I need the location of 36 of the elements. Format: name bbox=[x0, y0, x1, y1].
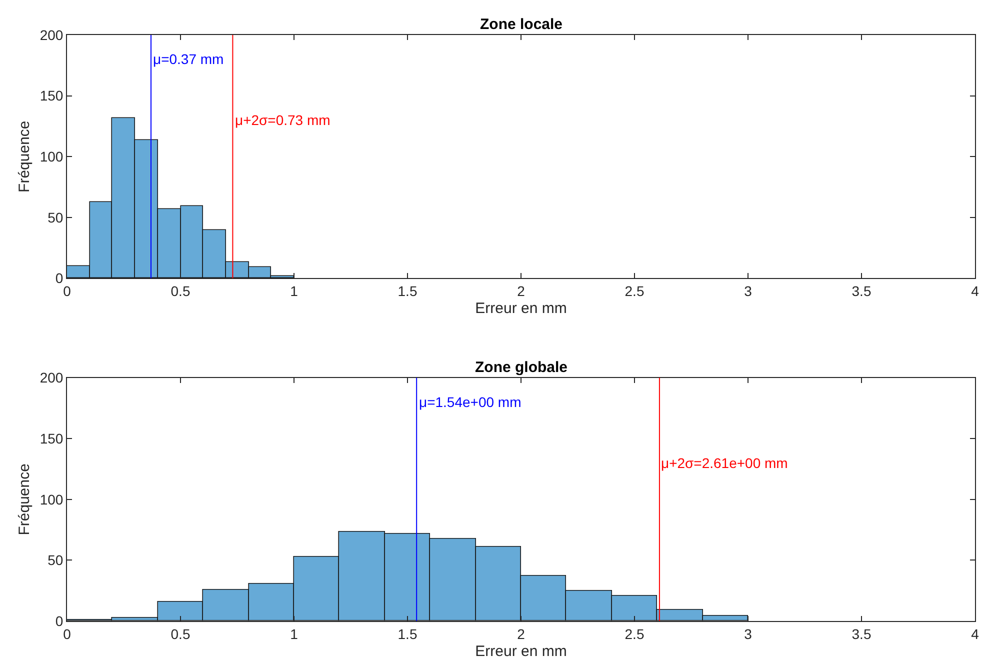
y-tick-label: 150 bbox=[40, 430, 64, 447]
ref-line-label: μ+2σ=0.73 mm bbox=[235, 112, 330, 128]
x-tick-label: 2.5 bbox=[624, 282, 644, 299]
x-tick-label: 3 bbox=[744, 626, 752, 642]
ref-line-label: μ+2σ=2.61e+00 mm bbox=[661, 455, 788, 471]
y-axis-title: Fréquence bbox=[16, 120, 34, 192]
x-tick-label: 1.5 bbox=[398, 626, 418, 642]
x-axis-title: Erreur en mm bbox=[475, 300, 567, 317]
x-tick-label: 0.5 bbox=[170, 626, 190, 642]
y-tick-label: 150 bbox=[40, 88, 64, 104]
x-tick-label: 1 bbox=[290, 626, 298, 642]
x-tick-label: 3 bbox=[744, 282, 752, 299]
y-axis-title: Fréquence bbox=[16, 464, 34, 536]
ref-line-label: μ=1.54e+00 mm bbox=[419, 394, 522, 410]
x-tick-label: 4 bbox=[971, 282, 980, 299]
x-tick-label: 2.5 bbox=[624, 626, 644, 642]
y-tick-label: 100 bbox=[40, 491, 64, 508]
y-tick-label: 100 bbox=[40, 148, 64, 164]
x-tick-label: 4 bbox=[971, 626, 980, 642]
x-tick-label: 1.5 bbox=[398, 282, 418, 299]
x-tick-label: 1 bbox=[290, 282, 298, 299]
x-tick-label: 2 bbox=[517, 282, 526, 299]
chart-title: Zone globale bbox=[475, 359, 568, 376]
y-tick-label: 200 bbox=[40, 370, 64, 386]
ref-line-label: μ=0.37 mm bbox=[153, 51, 224, 67]
y-tick-label: 50 bbox=[48, 209, 64, 226]
y-tick-label: 50 bbox=[48, 552, 64, 568]
y-tick-label: 200 bbox=[40, 26, 64, 43]
x-axis-title: Erreur en mm bbox=[475, 642, 567, 660]
chart-title: Zone locale bbox=[480, 16, 563, 33]
y-tick-label: 0 bbox=[55, 270, 64, 286]
x-tick-label: 3.5 bbox=[852, 282, 872, 299]
x-tick-label: 3.5 bbox=[852, 626, 872, 642]
y-tick-label: 0 bbox=[55, 612, 64, 629]
x-tick-label: 0.5 bbox=[170, 282, 190, 299]
x-tick-label: 2 bbox=[517, 626, 526, 642]
